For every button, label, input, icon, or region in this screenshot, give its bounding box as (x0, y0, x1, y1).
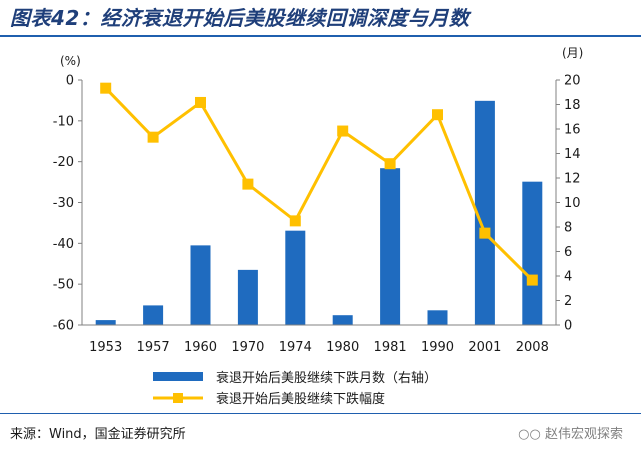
line-point-1974 (289, 215, 301, 227)
bar-1953 (95, 320, 116, 325)
bar-1981 (380, 168, 401, 325)
watermark: ○○ 赵伟宏观探索 (518, 423, 623, 442)
right-axis-tick-label: 18 (564, 98, 581, 113)
chart-title: 图表42：经济衰退开始后美股继续回调深度与月数 (10, 6, 470, 30)
wechat-icon: ○○ (518, 427, 545, 442)
left-axis-tick-label: -10 (53, 114, 74, 129)
line-point-1970 (242, 178, 254, 190)
bar-2001 (474, 100, 495, 325)
right-axis-tick-label: 8 (564, 221, 572, 236)
bar-1974 (285, 230, 306, 325)
x-axis-tick-label: 1960 (184, 340, 217, 355)
line-point-1957 (147, 131, 159, 143)
left-axis-tick-label: -50 (53, 278, 74, 293)
right-axis-tick-label: 20 (564, 74, 581, 89)
left-axis-unit: (%) (60, 54, 81, 68)
line-point-1960 (195, 96, 206, 108)
line-point-1990 (432, 109, 443, 121)
left-axis-tick-label: -60 (53, 319, 74, 334)
line-point-1953 (100, 82, 112, 94)
right-axis-tick-label: 0 (564, 319, 572, 334)
right-axis-tick-label: 10 (564, 196, 581, 211)
right-axis-tick-label: 12 (564, 172, 581, 187)
line-point-2008 (526, 274, 538, 286)
line-point-1980 (337, 125, 349, 137)
legend-bar-label: 衰退开始后美股继续下跌月数（右轴） (216, 370, 437, 386)
right-axis-tick-label: 6 (564, 245, 572, 260)
x-axis-tick-label: 2008 (516, 340, 549, 355)
bar-1980 (332, 315, 353, 325)
watermark-text: 赵伟宏观探索 (544, 427, 623, 442)
x-axis-tick-label: 1974 (279, 340, 312, 355)
bar-1990 (427, 310, 448, 325)
line-point-1981 (384, 158, 396, 170)
x-axis-tick-label: 2001 (468, 340, 501, 355)
right-axis-tick-label: 14 (564, 147, 581, 162)
legend-line-label: 衰退开始后美股继续下跌幅度 (216, 391, 385, 407)
left-axis-tick-label: 0 (66, 74, 74, 89)
legend-bar-swatch (153, 372, 203, 381)
x-axis-tick-label: 1981 (374, 340, 407, 355)
x-axis-tick-label: 1970 (231, 340, 264, 355)
x-axis-tick-label: 1953 (89, 340, 122, 355)
left-axis-tick-label: -40 (53, 237, 74, 252)
bar-1960 (190, 245, 211, 325)
bar-1957 (143, 305, 164, 325)
right-axis-tick-label: 16 (564, 123, 581, 138)
bar-1970 (237, 269, 258, 325)
footer-rule (0, 413, 641, 414)
x-axis-tick-label: 1990 (421, 340, 454, 355)
left-axis-tick-label: -30 (53, 196, 74, 211)
line-point-2001 (479, 227, 491, 239)
right-axis-unit: (月) (562, 46, 583, 60)
bar-2008 (522, 181, 543, 325)
left-axis-tick-label: -20 (53, 155, 74, 170)
x-axis-tick-label: 1957 (137, 340, 170, 355)
right-axis-tick-label: 4 (564, 270, 572, 285)
right-axis-tick-label: 2 (564, 294, 572, 309)
source-note: 来源：Wind，国金证券研究所 (10, 427, 186, 442)
title-rule (0, 35, 641, 37)
chart-canvas: (%) (月) 0 -10 -20 -30 -40 -50 -60 0 2 4 6 8 10 12 14 1… (53, 46, 584, 407)
x-axis-tick-label: 1980 (326, 340, 359, 355)
legend-line-marker (173, 393, 183, 403)
line-series-path (104, 87, 534, 282)
